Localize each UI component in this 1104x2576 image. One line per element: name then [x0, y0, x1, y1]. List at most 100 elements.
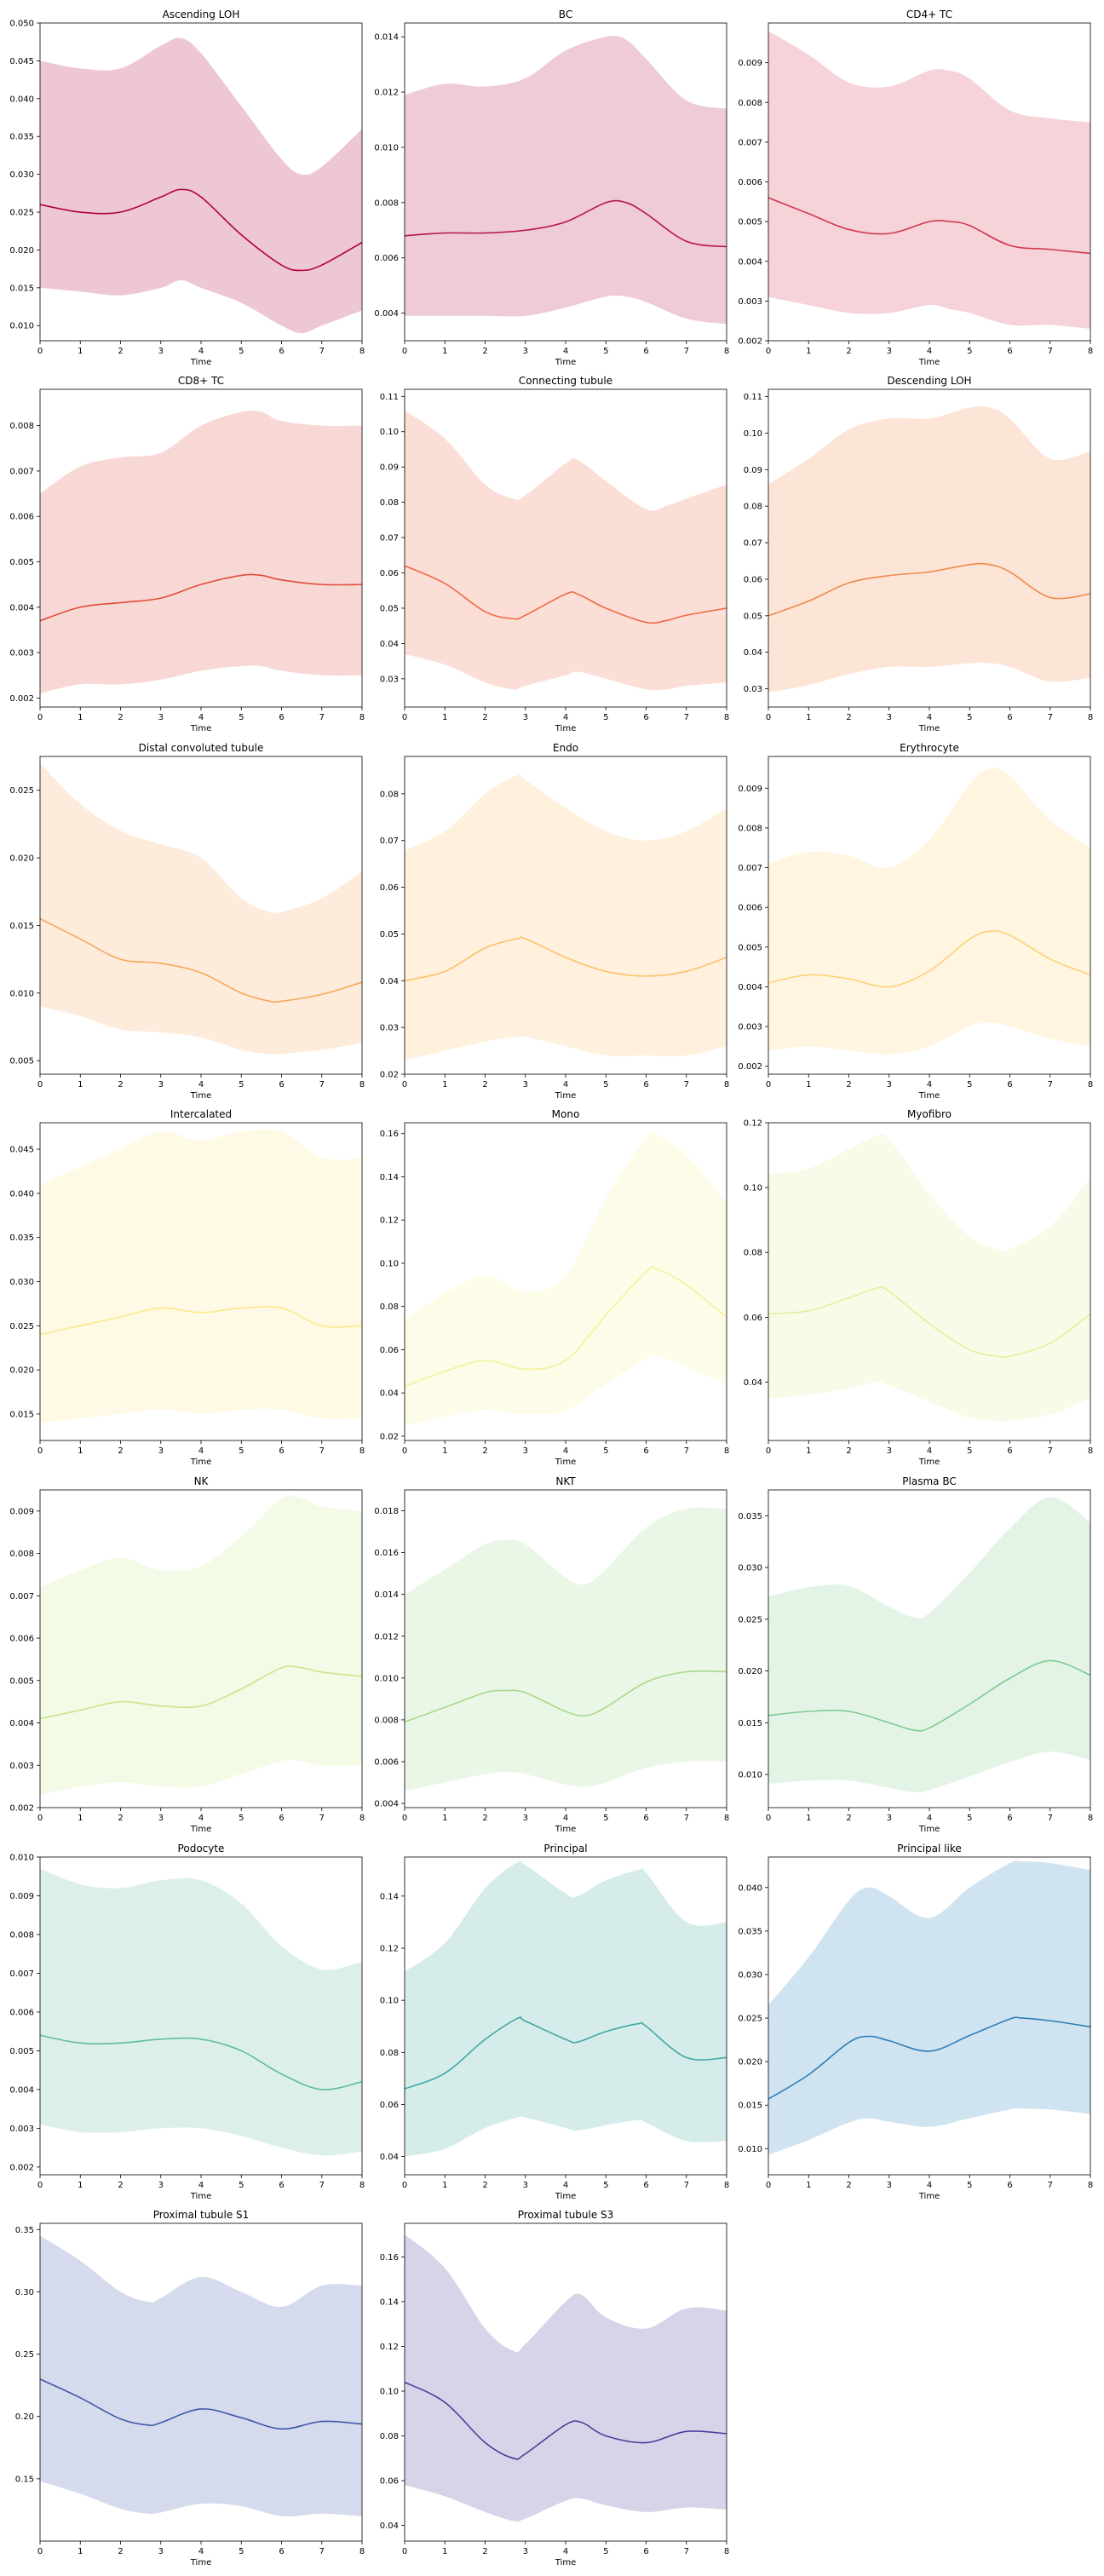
- y-tick-label: 0.08: [380, 1302, 399, 1312]
- x-tick-label: 4: [927, 2181, 932, 2190]
- y-tick-label: 0.012: [374, 1632, 399, 1642]
- x-tick-label: 0: [402, 1080, 407, 1090]
- mean-line: [768, 2016, 1090, 2100]
- y-tick-label: 0.15: [15, 2475, 34, 2484]
- x-tick-label: 2: [118, 347, 123, 356]
- x-tick-label: 5: [239, 713, 244, 722]
- y-tick-label: 0.007: [9, 1592, 34, 1601]
- x-tick-label: 1: [806, 713, 811, 722]
- x-tick-label: 5: [603, 347, 608, 356]
- x-axis-label: Time: [918, 1091, 940, 1101]
- y-tick-label: 0.004: [374, 1800, 399, 1809]
- y-tick-label: 0.005: [9, 1676, 34, 1686]
- x-tick-label: 8: [1088, 1814, 1093, 1823]
- x-tick-label: 2: [846, 2181, 851, 2190]
- y-tick-label: 0.014: [374, 33, 399, 43]
- subplot-title: Principal: [543, 1843, 587, 1854]
- y-tick-label: 0.007: [738, 864, 762, 873]
- x-tick-label: 6: [1007, 347, 1012, 356]
- x-tick-label: 8: [359, 1446, 365, 1456]
- y-tick-label: 0.005: [738, 218, 762, 227]
- y-tick-label: 0.03: [744, 685, 762, 694]
- subplot-title: Mono: [552, 1108, 580, 1120]
- x-tick-label: 6: [643, 1814, 648, 1823]
- y-tick-label: 0.04: [380, 1389, 399, 1399]
- x-axis-label: Time: [918, 1458, 940, 1467]
- x-tick-label: 3: [887, 1080, 892, 1090]
- y-tick-label: 0.010: [738, 2145, 762, 2154]
- y-tick-label: 0.002: [738, 337, 762, 347]
- x-tick-label: 0: [402, 1814, 407, 1823]
- y-tick-label: 0.11: [380, 393, 399, 402]
- y-tick-label: 0.009: [738, 785, 762, 794]
- x-tick-label: 0: [766, 1080, 771, 1090]
- y-tick-label: 0.025: [9, 209, 34, 218]
- x-tick-label: 2: [846, 1446, 851, 1456]
- x-tick-label: 5: [239, 2547, 244, 2556]
- subplot-connecting-tubule: Connecting tubule 0 1 2 3 4 5 6 7 8 Time 0.03 0.04 0.…: [380, 375, 729, 733]
- x-tick-label: 6: [1007, 1446, 1012, 1456]
- x-tick-label: 6: [1007, 1080, 1012, 1090]
- y-tick-label: 0.016: [374, 1549, 399, 1558]
- subplot-nkt: NKT 0 1 2 3 4 5 6 7 8 Time 0.004 0.006 0.008 0.010 0.01…: [374, 1475, 729, 1834]
- x-tick-label: 5: [239, 347, 244, 356]
- mean-line: [768, 197, 1090, 255]
- x-tick-label: 2: [118, 1446, 123, 1456]
- subplot-title: NK: [194, 1475, 210, 1487]
- x-tick-label: 1: [78, 1814, 83, 1823]
- x-axis-label: Time: [555, 358, 576, 367]
- x-tick-label: 7: [684, 347, 689, 356]
- x-axis-label: Time: [555, 2192, 576, 2201]
- x-tick-label: 3: [158, 2181, 164, 2190]
- subplot-title: Myofibro: [907, 1108, 952, 1120]
- x-tick-label: 6: [279, 347, 284, 356]
- y-tick-label: 0.020: [9, 1366, 34, 1376]
- x-tick-label: 8: [724, 2547, 729, 2556]
- x-tick-label: 4: [198, 2181, 204, 2190]
- confidence-band: [768, 1860, 1090, 2155]
- mean-line: [405, 1670, 727, 1723]
- x-tick-label: 4: [198, 713, 204, 722]
- y-tick-label: 0.06: [380, 569, 399, 578]
- y-tick-label: 0.12: [744, 1119, 762, 1129]
- subplot-principal-like: Principal like 0 1 2 3 4 5 6 7 8 Time 0.010 0.015 0.0…: [738, 1843, 1093, 2201]
- y-tick-label: 0.03: [380, 675, 399, 684]
- x-tick-label: 6: [279, 2547, 284, 2556]
- x-tick-label: 7: [684, 2181, 689, 2190]
- y-tick-label: 0.05: [380, 930, 399, 940]
- subplot-distal-convoluted-tubule: Distal convoluted tubule 0 1 2 3 4 5 6 7 8 Time 0.0…: [9, 742, 365, 1101]
- x-tick-label: 6: [643, 2547, 648, 2556]
- confidence-band: [768, 768, 1090, 1055]
- x-tick-label: 0: [37, 2181, 43, 2190]
- x-tick-label: 4: [563, 1814, 568, 1823]
- x-tick-label: 0: [402, 713, 407, 722]
- x-tick-label: 2: [118, 1080, 123, 1090]
- y-tick-label: 0.004: [374, 309, 399, 319]
- subplot-ascending-loh: Ascending LOH 0 1 2 3 4 5 6 7 8 Time 0.010 0.015 0.02…: [9, 9, 365, 367]
- x-tick-label: 3: [158, 1814, 164, 1823]
- y-tick-label: 0.04: [744, 1378, 762, 1388]
- y-tick-label: 0.08: [380, 2432, 399, 2441]
- y-tick-label: 0.14: [380, 1892, 399, 1901]
- x-tick-label: 7: [1048, 2181, 1053, 2190]
- x-tick-label: 7: [684, 713, 689, 722]
- confidence-band: [40, 37, 362, 334]
- x-tick-label: 2: [846, 347, 851, 356]
- y-tick-label: 0.12: [380, 1216, 399, 1226]
- subplot-title: Erythrocyte: [900, 742, 959, 754]
- x-tick-label: 6: [279, 1080, 284, 1090]
- y-tick-label: 0.04: [380, 640, 399, 649]
- x-tick-label: 1: [78, 713, 83, 722]
- x-tick-label: 3: [523, 1446, 528, 1456]
- x-tick-label: 5: [603, 2547, 608, 2556]
- y-tick-label: 0.030: [738, 1970, 762, 1980]
- y-tick-label: 0.16: [380, 1130, 399, 1139]
- y-tick-label: 0.004: [738, 257, 762, 267]
- x-tick-label: 1: [442, 1814, 447, 1823]
- y-tick-label: 0.010: [374, 143, 399, 152]
- x-tick-label: 8: [1088, 2181, 1093, 2190]
- x-tick-label: 5: [603, 1814, 608, 1823]
- y-tick-label: 0.10: [380, 1259, 399, 1268]
- x-tick-label: 7: [319, 1814, 325, 1823]
